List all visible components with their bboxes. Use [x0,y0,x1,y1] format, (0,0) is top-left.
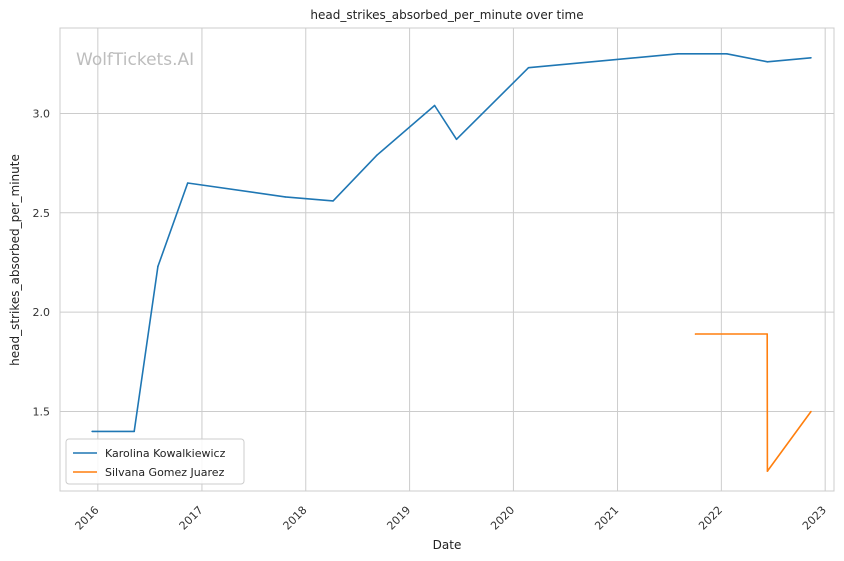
y-tick-label: 2.0 [33,306,51,319]
x-axis-title: Date [433,538,462,552]
watermark: WolfTickets.AI [76,50,194,70]
x-tick-label: 2019 [384,504,413,533]
series-layer [91,52,812,472]
x-tick-label: 2023 [800,504,829,533]
data-point-0-2 [157,265,159,268]
y-axis-title: head_strikes_absorbed_per_minute [8,154,22,366]
grid [60,28,834,491]
y-tick-label: 2.5 [33,207,51,220]
x-tick-label: 2022 [696,504,725,533]
legend: Karolina Kowalkiewicz Silvana Gomez Juar… [65,438,245,485]
data-point-0-1 [133,430,136,433]
data-point-0-8 [455,138,458,141]
x-tick-labels: 2016 2017 2018 2019 2020 2021 2022 2023 [73,504,829,533]
data-point-0-12 [766,60,769,63]
data-point-0-13 [810,57,812,59]
y-tick-label: 1.5 [33,406,51,419]
x-tick-label: 2016 [73,504,102,533]
data-point-1-1 [766,333,768,335]
y-tick-label: 3.0 [33,107,51,120]
data-point-0-3 [186,182,189,184]
plot-frame [59,27,835,492]
legend-box [65,438,245,485]
series-line-1 [695,333,812,472]
x-tick-label: 2021 [592,504,621,533]
x-tick-label: 2020 [488,504,517,533]
data-point-1-2 [766,470,769,472]
data-point-0-7 [433,104,436,107]
data-point-0-6 [376,154,378,156]
y-tick-labels: 1.5 2.0 2.5 3.0 [33,107,51,418]
data-point-1-3 [810,410,812,413]
x-tick-label: 2017 [177,504,206,533]
legend-label-silvana: Silvana Gomez Juarez [105,466,225,479]
data-point-0-0 [91,430,93,433]
data-point-1-0 [694,333,697,335]
chart-title: head_strikes_absorbed_per_minute over ti… [310,8,583,22]
plot-area [60,28,834,491]
data-point-0-9 [527,66,530,69]
data-point-0-11 [725,53,728,55]
data-point-0-4 [284,196,287,198]
x-tick-label: 2018 [281,504,310,533]
data-point-0-5 [332,200,334,202]
data-point-0-10 [677,53,679,55]
legend-label-karolina: Karolina Kowalkiewicz [105,447,226,460]
series-line-0 [92,52,812,433]
